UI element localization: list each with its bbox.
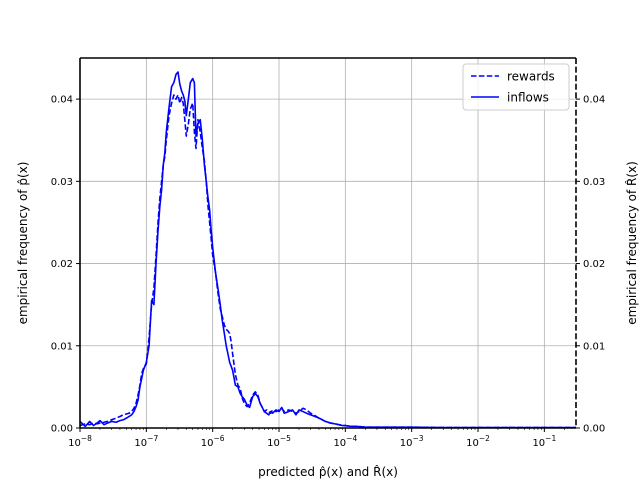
y-tick-label-right-2: 0.02 — [583, 259, 605, 270]
y-tick-label-left-3: 0.03 — [51, 177, 73, 188]
y-tick-label-left-1: 0.01 — [51, 341, 73, 352]
x-tick-label-6: 10−2 — [466, 434, 490, 449]
y-axis-label-right: empirical frequency of R̂(x) — [625, 161, 639, 325]
x-tick-label-7: 10−1 — [532, 434, 556, 449]
y-tick-label-left-4: 0.04 — [51, 95, 73, 106]
y-tick-label-right-3: 0.03 — [583, 177, 605, 188]
x-tick-label-4: 10−4 — [333, 434, 357, 449]
y-tick-label-left-2: 0.02 — [51, 259, 73, 270]
x-tick-label-5: 10−3 — [400, 434, 424, 449]
x-tick-label-1: 10−7 — [134, 434, 158, 449]
y-axis-label-left: empirical frequency of p̂(x) — [16, 162, 30, 325]
x-axis-label: predicted p̂(x) and R̂(x) — [258, 465, 398, 479]
y-tick-label-right-1: 0.01 — [583, 341, 605, 352]
y-tick-label-left-0: 0.00 — [51, 424, 73, 435]
y-tick-label-right-4: 0.04 — [583, 95, 605, 106]
y-tick-label-right-0: 0.00 — [583, 424, 605, 435]
legend-label-inflows: inflows — [507, 91, 549, 105]
legend: rewards inflows — [462, 63, 570, 111]
x-tick-label-0: 10−8 — [68, 434, 92, 449]
x-tick-label-2: 10−6 — [201, 434, 225, 449]
legend-label-rewards: rewards — [507, 70, 555, 84]
axes — [79, 57, 577, 429]
x-tick-label-3: 10−5 — [267, 434, 291, 449]
series-line-inflows — [79, 71, 576, 429]
ticks: 10−8 10−7 10−6 10−5 10−4 10−3 10−2 10−1 0.00 0.00… — [51, 95, 606, 449]
series-layer — [79, 71, 576, 429]
